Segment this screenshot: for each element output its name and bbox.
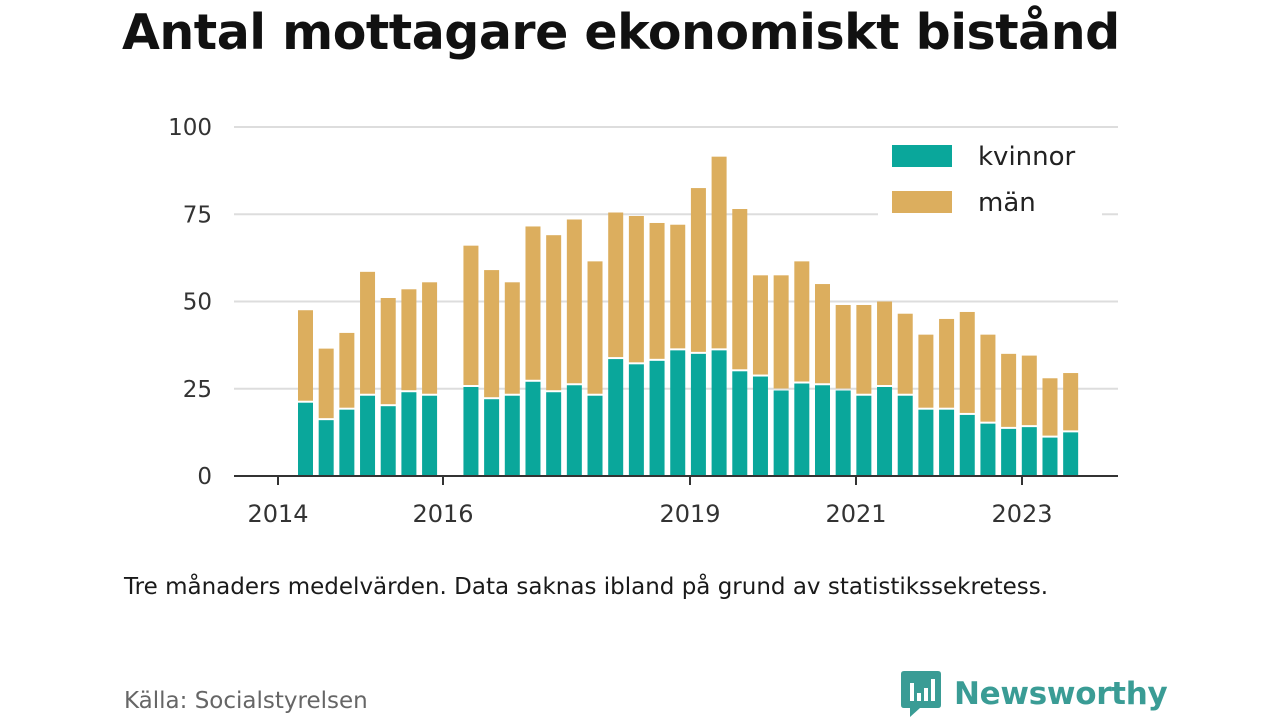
bar-man (815, 284, 830, 384)
bar-kvinnor (815, 385, 830, 476)
bar-man (566, 219, 582, 384)
bar-kvinnor (566, 385, 582, 476)
bar-man (1042, 378, 1058, 436)
bar-man (339, 332, 355, 408)
bar-man (504, 282, 520, 394)
bar-kvinnor (525, 381, 541, 476)
bar-man (546, 235, 562, 391)
y-tick-label: 25 (183, 377, 212, 403)
bar-man (360, 271, 376, 394)
bar-kvinnor (360, 395, 376, 476)
bar-kvinnor (918, 409, 934, 476)
x-tick-label: 2019 (659, 500, 720, 528)
bar-kvinnor (690, 353, 706, 476)
bar-man (628, 215, 644, 363)
bar-kvinnor (608, 359, 624, 476)
bar-man (835, 304, 851, 389)
bar-kvinnor (339, 409, 355, 476)
bar-man (1063, 373, 1079, 431)
bar-man (877, 301, 893, 386)
bar-kvinnor (670, 350, 686, 476)
bar-kvinnor (463, 387, 479, 476)
x-tick-label: 2014 (247, 500, 308, 528)
bar-man (463, 245, 479, 386)
bar-kvinnor (401, 392, 417, 476)
legend: kvinnor män (878, 140, 1102, 218)
bar-kvinnor (711, 350, 727, 476)
bar-man (959, 311, 975, 413)
bar-man (752, 275, 768, 375)
bar-kvinnor (877, 387, 893, 476)
bar-man (380, 298, 396, 405)
bar-man (856, 304, 872, 394)
bar-man (422, 282, 438, 394)
bar-kvinnor (484, 399, 500, 476)
bar-kvinnor (298, 402, 313, 476)
y-axis: 0 25 50 75 100 (168, 115, 212, 490)
bar-kvinnor (773, 390, 789, 476)
x-tick-label: 2023 (991, 500, 1052, 528)
legend-swatch (892, 145, 952, 167)
chart-note: Tre månaders medelvärden. Data saknas ib… (124, 574, 1049, 600)
bar-kvinnor (980, 423, 996, 476)
x-tick-label: 2016 (412, 500, 473, 528)
bar-man (980, 334, 996, 422)
bar-man (732, 209, 748, 370)
bar-man (773, 275, 789, 389)
bar-kvinnor (422, 395, 438, 476)
bar-kvinnor (628, 364, 644, 476)
bar-man (1001, 353, 1017, 427)
bar-man (939, 318, 955, 408)
source-credit: Källa: Socialstyrelsen (124, 688, 368, 714)
bar-man (484, 270, 500, 398)
bar-kvinnor (856, 395, 872, 476)
x-axis: 2014 2016 2019 2021 2023 (234, 475, 1118, 528)
newsworthy-logo-icon (901, 671, 941, 717)
y-tick-label: 100 (168, 115, 212, 141)
bar-man (897, 313, 913, 394)
legend-swatch (892, 191, 952, 213)
bar-kvinnor (835, 390, 851, 476)
bar-kvinnor (1063, 432, 1079, 476)
bar-man (794, 261, 810, 382)
bar-man (690, 188, 706, 352)
bar-man (711, 156, 727, 349)
bar-kvinnor (1001, 428, 1017, 476)
legend-label: män (978, 188, 1036, 218)
bars (298, 156, 1079, 476)
bar-man (1021, 355, 1037, 426)
brand-logo[interactable]: Newsworthy (900, 668, 1168, 720)
bar-chart: 0 25 50 75 100 2014 2016 2019 2021 2023 kvinnor m… (168, 115, 1118, 528)
x-tick-label: 2021 (825, 500, 886, 528)
bar-kvinnor (380, 406, 396, 476)
bar-kvinnor (504, 395, 520, 476)
legend-label: kvinnor (978, 142, 1076, 172)
chart-title: Antal mottagare ekonomiskt bistånd (122, 4, 1120, 61)
bar-kvinnor (897, 395, 913, 476)
bar-man (670, 224, 686, 349)
brand-name: Newsworthy (954, 676, 1168, 712)
bar-kvinnor (318, 420, 334, 476)
y-tick-label: 75 (183, 202, 212, 228)
bar-man (608, 212, 624, 358)
bar-kvinnor (732, 371, 748, 476)
bar-man (298, 310, 313, 401)
y-tick-label: 50 (183, 290, 212, 316)
bar-man (525, 226, 541, 380)
bar-kvinnor (587, 395, 603, 476)
bar-kvinnor (1021, 427, 1037, 476)
bar-man (649, 222, 665, 359)
bar-kvinnor (959, 414, 975, 476)
bar-man (318, 348, 334, 419)
bar-kvinnor (546, 392, 562, 476)
bar-kvinnor (649, 360, 665, 476)
bar-man (401, 289, 417, 391)
y-tick-label: 0 (197, 464, 212, 490)
bar-man (918, 334, 934, 408)
bar-kvinnor (939, 409, 955, 476)
bar-kvinnor (794, 383, 810, 476)
bar-kvinnor (1042, 437, 1058, 476)
bar-man (587, 261, 603, 394)
bar-kvinnor (752, 376, 768, 476)
